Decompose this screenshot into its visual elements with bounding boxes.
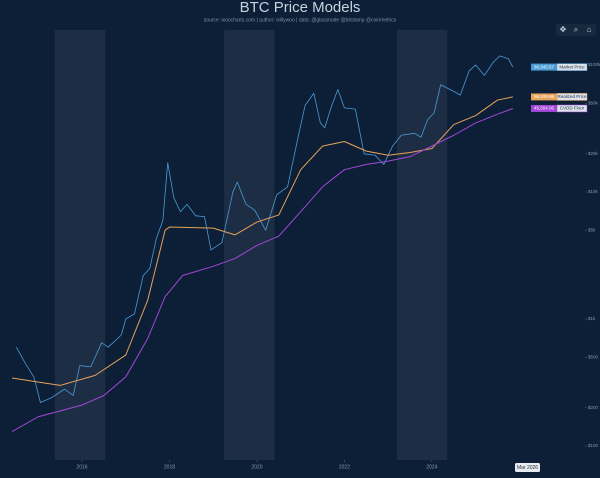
chart-subtitle: source: woocharts.com | author: willywoo… bbox=[204, 17, 397, 23]
cycle-band bbox=[54, 30, 106, 460]
series-line bbox=[16, 55, 514, 403]
y-tick-label: $100k bbox=[588, 62, 600, 67]
legend-item: 96,345.57 Market Price bbox=[531, 63, 588, 71]
legend-value-box bbox=[531, 63, 557, 71]
y-tick-label: $1k bbox=[588, 316, 596, 321]
legend-name-box bbox=[556, 63, 588, 71]
x-tick-label: 2020 bbox=[251, 464, 262, 470]
toolbar: ✥ ⌕ ⌂ bbox=[556, 24, 596, 36]
legend-name: Market Price bbox=[559, 64, 585, 69]
toolbar-pan[interactable]: ✥ bbox=[560, 25, 567, 34]
y-tick-label: $5k bbox=[588, 227, 596, 232]
y-tick-label: $200 bbox=[588, 405, 599, 410]
crosshair-label: Mar 2026 bbox=[517, 465, 538, 471]
y-tick-label: $50k bbox=[588, 100, 599, 105]
x-tick-label: 2016 bbox=[76, 464, 87, 470]
legend-value-box bbox=[531, 93, 557, 101]
x-tick-label: 2018 bbox=[164, 464, 175, 470]
legend-name: Realized Price bbox=[557, 94, 587, 99]
toolbar-reset[interactable]: ⌂ bbox=[587, 25, 592, 34]
series-line bbox=[11, 96, 513, 386]
legend-name-box bbox=[556, 93, 588, 101]
cycle-band bbox=[396, 30, 448, 460]
legend-value: 45,504.06 bbox=[534, 106, 555, 111]
cycle-band bbox=[224, 30, 275, 460]
crosshair-box bbox=[515, 463, 540, 472]
y-tick-label: $500 bbox=[588, 354, 599, 359]
crosshair: Mar 2026 bbox=[515, 463, 540, 472]
y-tick-label: $10k bbox=[588, 189, 599, 194]
legend-item: 45,504.06 CVDD Floor bbox=[531, 104, 588, 113]
legend-name: CVDD Floor bbox=[560, 106, 585, 111]
series-line bbox=[11, 108, 514, 432]
toolbar-bg bbox=[556, 24, 596, 36]
legend-value: 96,345.57 bbox=[534, 64, 555, 69]
x-tick-label: 2022 bbox=[339, 464, 350, 470]
legend-item: 56,109.96 Realized Price bbox=[531, 93, 588, 101]
legend-name-box bbox=[556, 104, 588, 113]
chart-title: BTC Price Models bbox=[240, 0, 361, 16]
y-tick-label: $20k bbox=[588, 151, 599, 156]
toolbar-zoom[interactable]: ⌕ bbox=[574, 25, 578, 34]
y-tick-label: $100 bbox=[588, 443, 599, 448]
legend-value-box bbox=[531, 104, 557, 112]
legend-value: 56,109.96 bbox=[534, 94, 555, 99]
x-tick-label: 2024 bbox=[426, 464, 437, 470]
